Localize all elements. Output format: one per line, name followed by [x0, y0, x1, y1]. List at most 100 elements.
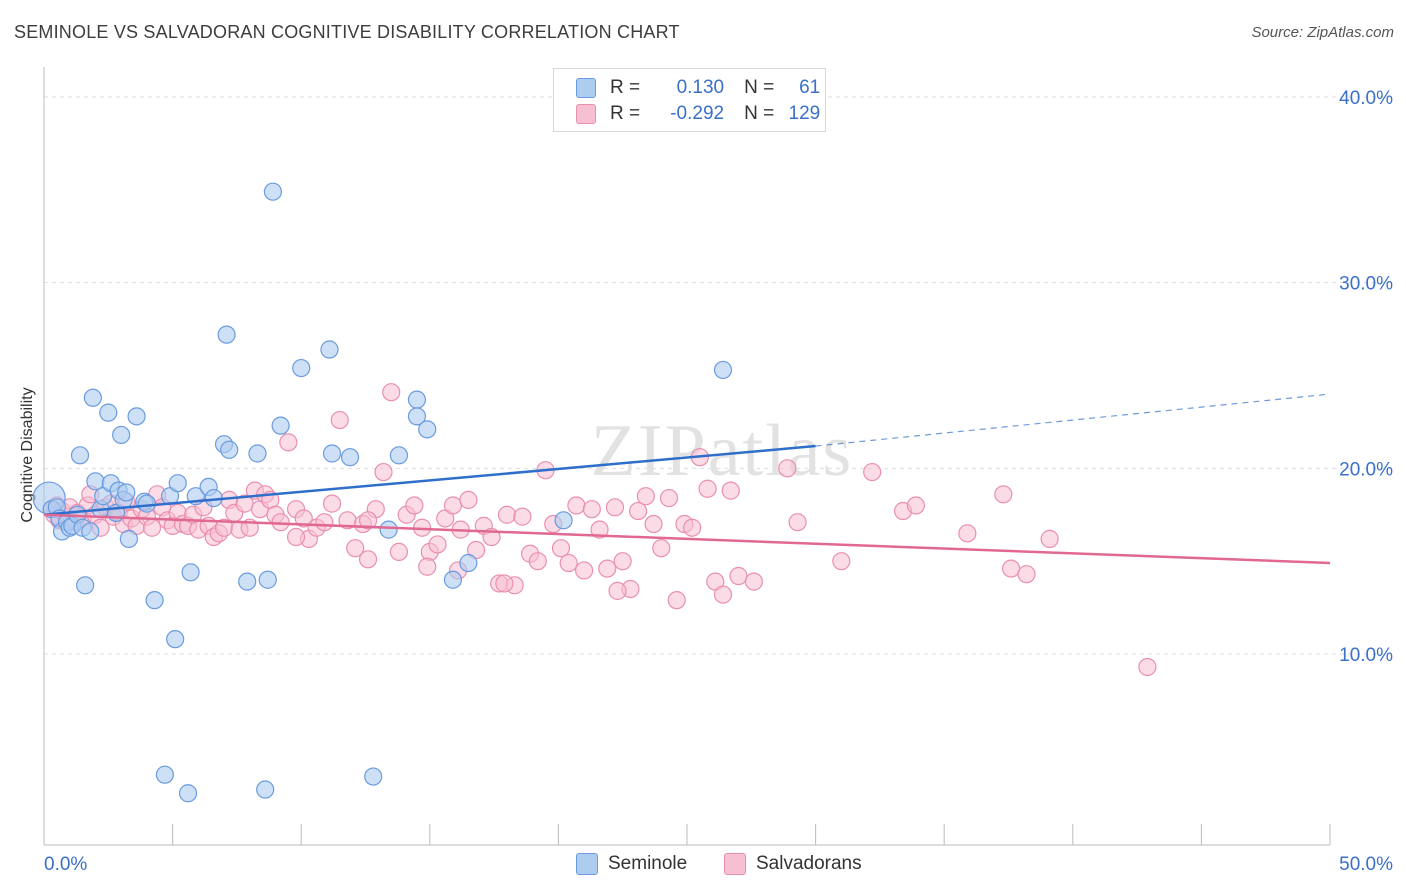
- seminole-point: [407, 390, 427, 409]
- seminole-point: [713, 360, 733, 380]
- source-label: Source: ZipAtlas.com: [1251, 24, 1394, 41]
- seminole-point: [263, 182, 283, 201]
- salvadorans-point: [644, 514, 663, 534]
- salvadorans-point: [659, 488, 679, 508]
- y-tick-label: 10.0%: [1339, 645, 1393, 666]
- salvadorans-point: [744, 572, 763, 591]
- r-value: 0.130: [676, 77, 725, 98]
- seminole-point: [217, 325, 236, 344]
- n-value: 129: [788, 103, 821, 124]
- salvadorans-point: [958, 524, 977, 543]
- salvadorans-swatch: [576, 104, 596, 124]
- salvadorans-point: [729, 566, 748, 586]
- seminole-point: [166, 630, 185, 649]
- salvadorans-point: [358, 550, 378, 569]
- salvadorans-point: [1001, 559, 1021, 578]
- salvadorans-point: [863, 462, 882, 482]
- salvadorans-point: [1040, 529, 1059, 548]
- seminole-point: [99, 403, 118, 422]
- salvadorans-point: [405, 496, 424, 515]
- legend-row-seminole: R = 0.130 N = 61: [576, 75, 820, 101]
- salvadorans-point: [713, 585, 733, 604]
- x-tick-label: 50.0%: [1339, 854, 1393, 875]
- salvadorans-point: [721, 481, 740, 500]
- seminole-trend-line: [43, 444, 816, 516]
- n-label: N =: [744, 103, 775, 124]
- seminole-point: [178, 784, 198, 803]
- salvadorans-point: [994, 485, 1013, 504]
- r-label: R =: [610, 103, 641, 124]
- chart-title: SEMINOLE VS SALVADORAN COGNITIVE DISABIL…: [14, 22, 680, 42]
- seminole-point: [238, 572, 257, 591]
- salvadorans-swatch: [724, 853, 746, 875]
- seminole-swatch: [576, 78, 596, 98]
- seminole-point: [119, 529, 138, 548]
- seminole-point: [340, 448, 360, 467]
- bottom-legend-salvadorans: Salvadorans: [724, 851, 862, 877]
- seminole-point: [181, 563, 200, 582]
- seminole-point: [112, 425, 131, 445]
- salvadorans-point: [559, 553, 578, 573]
- salvadorans-point: [629, 501, 648, 521]
- y-tick-label: 40.0%: [1339, 88, 1393, 109]
- seminole-label: Seminole: [608, 853, 688, 874]
- seminole-point: [418, 420, 437, 439]
- seminole-point: [258, 570, 277, 589]
- salvadorans-point: [443, 496, 463, 515]
- seminole-point: [155, 765, 174, 784]
- seminole-point: [292, 358, 311, 378]
- salvadorans-point: [613, 552, 632, 571]
- bottom-legend-seminole: Seminole: [576, 851, 687, 877]
- salvadorans-point: [1017, 565, 1036, 584]
- salvadorans-point: [142, 518, 162, 537]
- salvadorans-point: [294, 509, 313, 528]
- salvadorans-point: [322, 494, 342, 513]
- seminole-point: [459, 553, 478, 573]
- salvadorans-point: [428, 535, 447, 554]
- seminole-trend-extension: [815, 393, 1331, 447]
- seminole-point: [81, 522, 100, 541]
- seminole-point: [554, 511, 573, 530]
- n-label: N =: [744, 77, 775, 98]
- watermark: ZIPatlas: [591, 410, 854, 492]
- salvadorans-point: [567, 496, 586, 515]
- seminole-point: [322, 444, 342, 463]
- seminole-point: [117, 483, 136, 502]
- seminole-point: [127, 407, 146, 426]
- salvadorans-point: [315, 513, 334, 532]
- salvadorans-point: [551, 539, 571, 558]
- y-tick-label: 30.0%: [1339, 274, 1393, 295]
- n-value: 61: [799, 77, 821, 98]
- salvadorans-point: [382, 383, 401, 402]
- salvadorans-point: [698, 479, 717, 498]
- seminole-point: [248, 444, 267, 463]
- x-tick-label: 0.0%: [44, 854, 87, 875]
- salvadorans-point: [389, 542, 409, 561]
- tick-labels: 10.0% 20.0% 30.0% 40.0% 0.0% 50.0%: [44, 88, 1393, 875]
- salvadorans-point: [358, 511, 378, 530]
- salvadorans-point: [667, 591, 686, 610]
- salvadorans-trend-line: [43, 513, 1331, 565]
- salvadorans-point: [598, 559, 617, 578]
- salvadorans-point: [374, 462, 393, 482]
- salvadorans-point: [683, 518, 702, 537]
- seminole-point: [76, 576, 95, 595]
- salvadorans-point: [513, 507, 532, 526]
- seminole-point: [83, 388, 102, 407]
- seminole-point: [379, 520, 398, 539]
- seminole-points: [32, 182, 733, 803]
- seminole-point: [220, 440, 239, 459]
- salvadorans-point: [418, 557, 437, 576]
- seminole-point: [320, 340, 339, 359]
- salvadorans-point: [575, 561, 594, 580]
- y-tick-label: 20.0%: [1339, 459, 1393, 480]
- salvadorans-point: [778, 459, 797, 478]
- salvadorans-point: [608, 581, 627, 600]
- legend-row-salvadorans: R = -0.292 N = 129: [576, 101, 820, 127]
- salvadorans-label: Salvadorans: [756, 853, 862, 874]
- seminole-point: [271, 416, 290, 435]
- r-label: R =: [610, 77, 641, 98]
- salvadorans-point: [832, 552, 851, 571]
- salvadorans-point: [346, 539, 365, 558]
- salvadorans-point: [590, 520, 609, 539]
